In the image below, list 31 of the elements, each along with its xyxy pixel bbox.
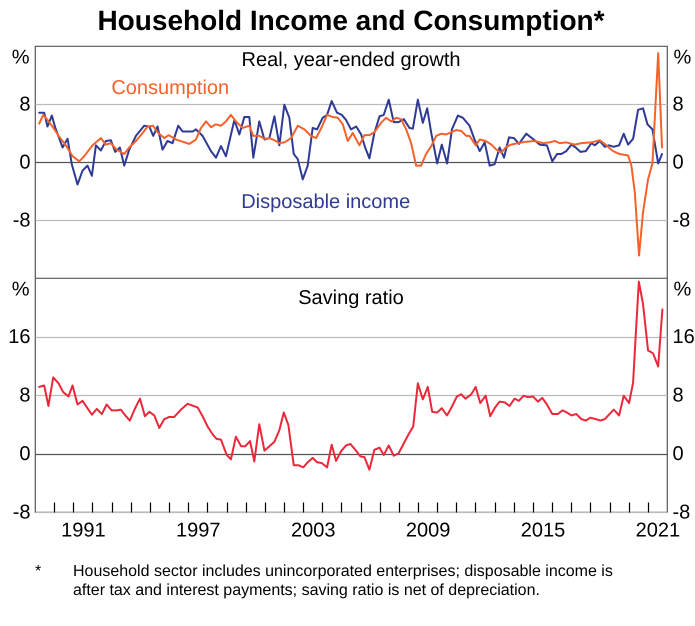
y-tick-label: -8 (12, 502, 30, 524)
y-axis-title: % (12, 46, 30, 68)
chart-subtitle: Saving ratio (298, 287, 404, 309)
y-tick-label: 8 (19, 384, 30, 406)
x-tick-label: 2003 (290, 520, 336, 542)
line-series (38, 52, 664, 257)
series-label: Consumption (111, 76, 230, 99)
y-axis-title: % (12, 278, 30, 300)
y-tick-label: 16 (8, 326, 30, 348)
text: * Household sector includes unincorporated enterprises; disposable income is after tax and interest payments; saving ratio is net of depreciation. (35, 562, 614, 600)
x-tick-label: 1997 (176, 520, 221, 542)
x-tick-label: 1991 (61, 520, 106, 542)
line-series (38, 280, 664, 471)
y2-tick-label: -8 (672, 210, 690, 232)
x-tick-label: 2015 (520, 520, 566, 542)
y-tick-label: 0 (19, 443, 30, 465)
x-tick-label: 2009 (406, 520, 450, 542)
y-tick-label: 8 (19, 94, 30, 116)
y-tick-label: -8 (12, 210, 30, 232)
y-tick-label: 0 (19, 152, 30, 174)
y2-axis-title: % (674, 278, 692, 300)
chart-title: Household Income and Consumption* (97, 5, 605, 36)
y2-tick-label: 8 (672, 94, 684, 116)
y2-tick-label: 0 (672, 443, 684, 465)
y2-axis-title: % (674, 46, 692, 68)
line-series (38, 98, 664, 186)
y2-tick-label: 0 (672, 152, 684, 174)
chart-subtitle: Real, year-ended growth (241, 49, 461, 71)
y2-tick-label: 16 (672, 326, 695, 348)
y2-tick-label: 8 (672, 384, 684, 406)
series-label: Disposable income (241, 190, 410, 213)
